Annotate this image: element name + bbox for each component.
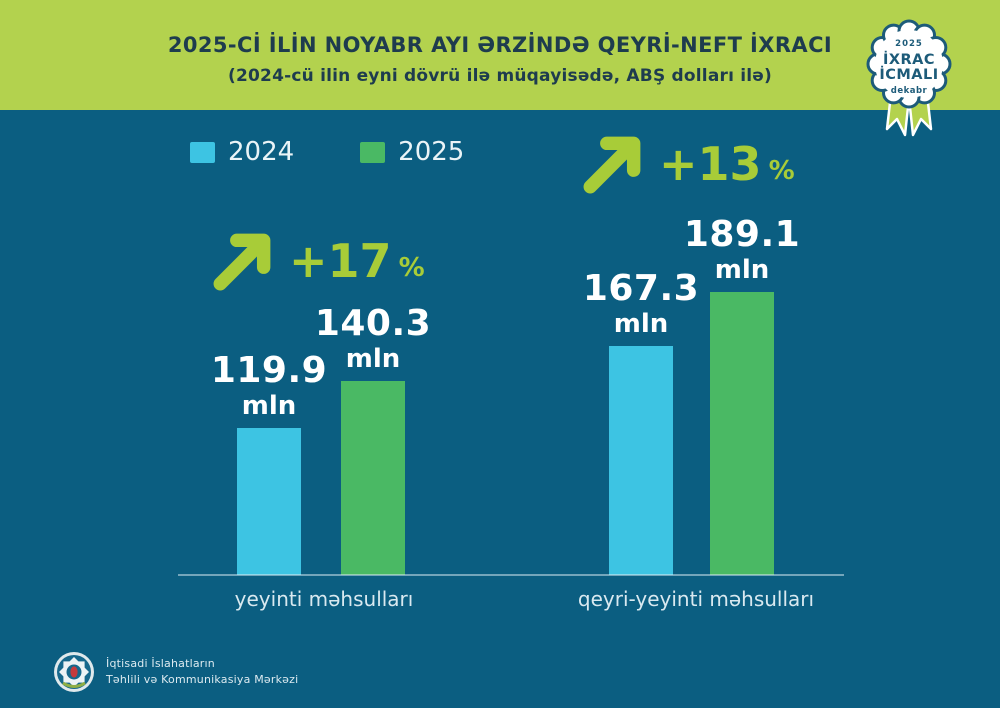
growth-indicator-nonfood: +13 %	[582, 133, 795, 195]
page-title: 2025-Cİ İLİN NOYABR AYI ƏRZİNDƏ QEYRİ-NE…	[167, 33, 833, 57]
bar-group-nonfood-2024: 167.3 mln	[583, 269, 699, 575]
bar-value-label: 189.1 mln	[684, 215, 800, 286]
chart-legend: 2024 2025	[190, 137, 464, 167]
page-subtitle: (2024-cü ilin eyni dövrü ilə müqayisədə,…	[228, 66, 772, 86]
bar-group-nonfood-2025: 189.1 mln	[684, 215, 800, 575]
rosette-seal-icon: 2025 İXRAC İCMALI dekabr	[866, 19, 952, 137]
bar-value-label: 167.3 mln	[583, 269, 699, 340]
growth-value-food: +17	[289, 234, 392, 288]
bar-nonfood-2024	[609, 346, 673, 575]
category-label-food: yeyinti məhsulları	[234, 587, 414, 611]
x-axis-line	[178, 574, 844, 576]
bar-food-2025	[341, 381, 405, 575]
bar-value: 189.1	[683, 214, 801, 255]
growth-indicator-food: +17 %	[212, 230, 425, 292]
bar-value: 140.3	[314, 303, 432, 344]
legend-swatch-2024	[190, 141, 215, 163]
source-org-line1: İqtisadi İslahatların	[106, 657, 215, 670]
bar-unit: mln	[345, 344, 401, 374]
legend-label-2025: 2025	[398, 137, 465, 167]
bar-nonfood-2025	[710, 292, 774, 575]
source-org-line2: Təhlili və Kommunikasiya Mərkəzi	[106, 673, 299, 686]
bar-group-food-2024: 119.9 mln	[211, 351, 327, 575]
category-label-nonfood: qeyri-yeyinti məhsulları	[577, 587, 815, 611]
arrow-up-right-icon	[213, 233, 271, 291]
award-badge: 2025 İXRAC İCMALI dekabr	[846, 12, 972, 138]
bar-food-2024	[237, 428, 301, 575]
badge-year: 2025	[895, 39, 923, 49]
legend-label-2024: 2024	[228, 137, 295, 167]
arrow-up-right-icon	[583, 136, 641, 194]
legend-item-2024: 2024	[190, 137, 294, 167]
footer-attribution: İqtisadi İslahatların Təhlili və Kommuni…	[52, 650, 298, 694]
bar-unit: mln	[613, 309, 669, 339]
source-org-name: İqtisadi İslahatların Təhlili və Kommuni…	[106, 656, 298, 688]
bar-value: 167.3	[582, 268, 700, 309]
bar-unit: mln	[241, 391, 297, 421]
bar-group-food-2025: 140.3 mln	[315, 304, 431, 575]
growth-value-nonfood: +13	[659, 137, 762, 191]
badge-month: dekabr	[891, 86, 928, 96]
bar-unit: mln	[714, 255, 770, 285]
bar-value-label: 119.9 mln	[211, 351, 327, 422]
legend-item-2025: 2025	[360, 137, 464, 167]
legend-swatch-2025	[360, 141, 386, 163]
growth-percent-sign-nonfood: %	[768, 156, 795, 186]
header-banner: 2025-Cİ İLİN NOYABR AYI ƏRZİNDƏ QEYRİ-NE…	[0, 0, 1000, 110]
bar-value-label: 140.3 mln	[315, 304, 431, 375]
state-emblem-icon	[54, 652, 94, 692]
growth-percent-sign-food: %	[398, 253, 425, 283]
badge-line1: İXRAC	[883, 51, 935, 68]
badge-line2: İCMALI	[879, 66, 938, 83]
bar-value: 119.9	[210, 350, 328, 391]
